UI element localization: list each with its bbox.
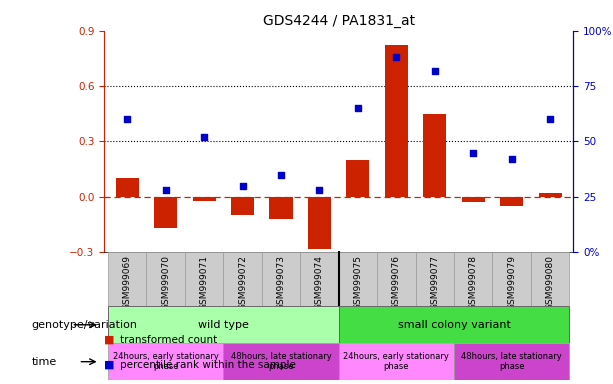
Text: percentile rank within the sample: percentile rank within the sample <box>120 360 295 370</box>
Bar <box>346 160 370 197</box>
Text: GSM999079: GSM999079 <box>507 255 516 310</box>
Point <box>507 156 517 162</box>
Bar <box>531 252 569 306</box>
Bar <box>454 252 492 306</box>
Text: time: time <box>31 357 57 367</box>
Point <box>545 116 555 122</box>
Bar <box>108 306 339 343</box>
Text: ■: ■ <box>104 360 115 370</box>
Bar <box>454 343 569 380</box>
Text: GSM999072: GSM999072 <box>238 255 247 310</box>
Point <box>468 149 478 156</box>
Point <box>353 105 363 111</box>
Text: 24hours, early stationary
phase: 24hours, early stationary phase <box>343 352 449 371</box>
Bar <box>262 252 300 306</box>
Bar <box>223 252 262 306</box>
Bar <box>339 343 454 380</box>
Bar <box>539 193 562 197</box>
Bar <box>492 252 531 306</box>
Text: 48hours, late stationary
phase: 48hours, late stationary phase <box>461 352 562 371</box>
Point <box>238 183 248 189</box>
Bar <box>108 252 147 306</box>
Bar <box>223 343 339 380</box>
Text: genotype/variation: genotype/variation <box>31 320 137 330</box>
Point <box>123 116 132 122</box>
Bar <box>423 114 446 197</box>
Text: GSM999069: GSM999069 <box>123 255 132 310</box>
Text: GSM999078: GSM999078 <box>469 255 478 310</box>
Bar <box>385 45 408 197</box>
Point <box>276 172 286 178</box>
Text: 48hours, late stationary
phase: 48hours, late stationary phase <box>230 352 332 371</box>
Text: ■: ■ <box>104 335 115 345</box>
Text: GSM999074: GSM999074 <box>315 255 324 310</box>
Bar <box>147 252 185 306</box>
Bar <box>185 252 223 306</box>
Text: wild type: wild type <box>198 320 249 330</box>
Point <box>314 187 324 193</box>
Bar <box>270 197 292 219</box>
Text: GSM999073: GSM999073 <box>276 255 286 310</box>
Bar <box>416 252 454 306</box>
Bar <box>231 197 254 215</box>
Text: GSM999075: GSM999075 <box>354 255 362 310</box>
Point <box>392 54 402 60</box>
Text: 24hours, early stationary
phase: 24hours, early stationary phase <box>113 352 219 371</box>
Point <box>430 68 440 74</box>
Bar <box>500 197 523 206</box>
Text: GSM999076: GSM999076 <box>392 255 401 310</box>
Text: GSM999080: GSM999080 <box>546 255 555 310</box>
Bar <box>462 197 485 202</box>
Bar <box>377 252 416 306</box>
Text: GSM999077: GSM999077 <box>430 255 440 310</box>
Point <box>161 187 170 193</box>
Text: GSM999071: GSM999071 <box>200 255 208 310</box>
Title: GDS4244 / PA1831_at: GDS4244 / PA1831_at <box>262 14 415 28</box>
Text: small colony variant: small colony variant <box>398 320 511 330</box>
Point <box>199 134 209 140</box>
Text: GSM999070: GSM999070 <box>161 255 170 310</box>
Bar <box>300 252 339 306</box>
Bar <box>116 179 139 197</box>
Bar <box>108 343 223 380</box>
Text: transformed count: transformed count <box>120 335 217 345</box>
Bar <box>339 306 569 343</box>
Bar <box>192 197 216 200</box>
Bar <box>154 197 177 228</box>
Bar <box>339 252 377 306</box>
Bar <box>308 197 331 248</box>
